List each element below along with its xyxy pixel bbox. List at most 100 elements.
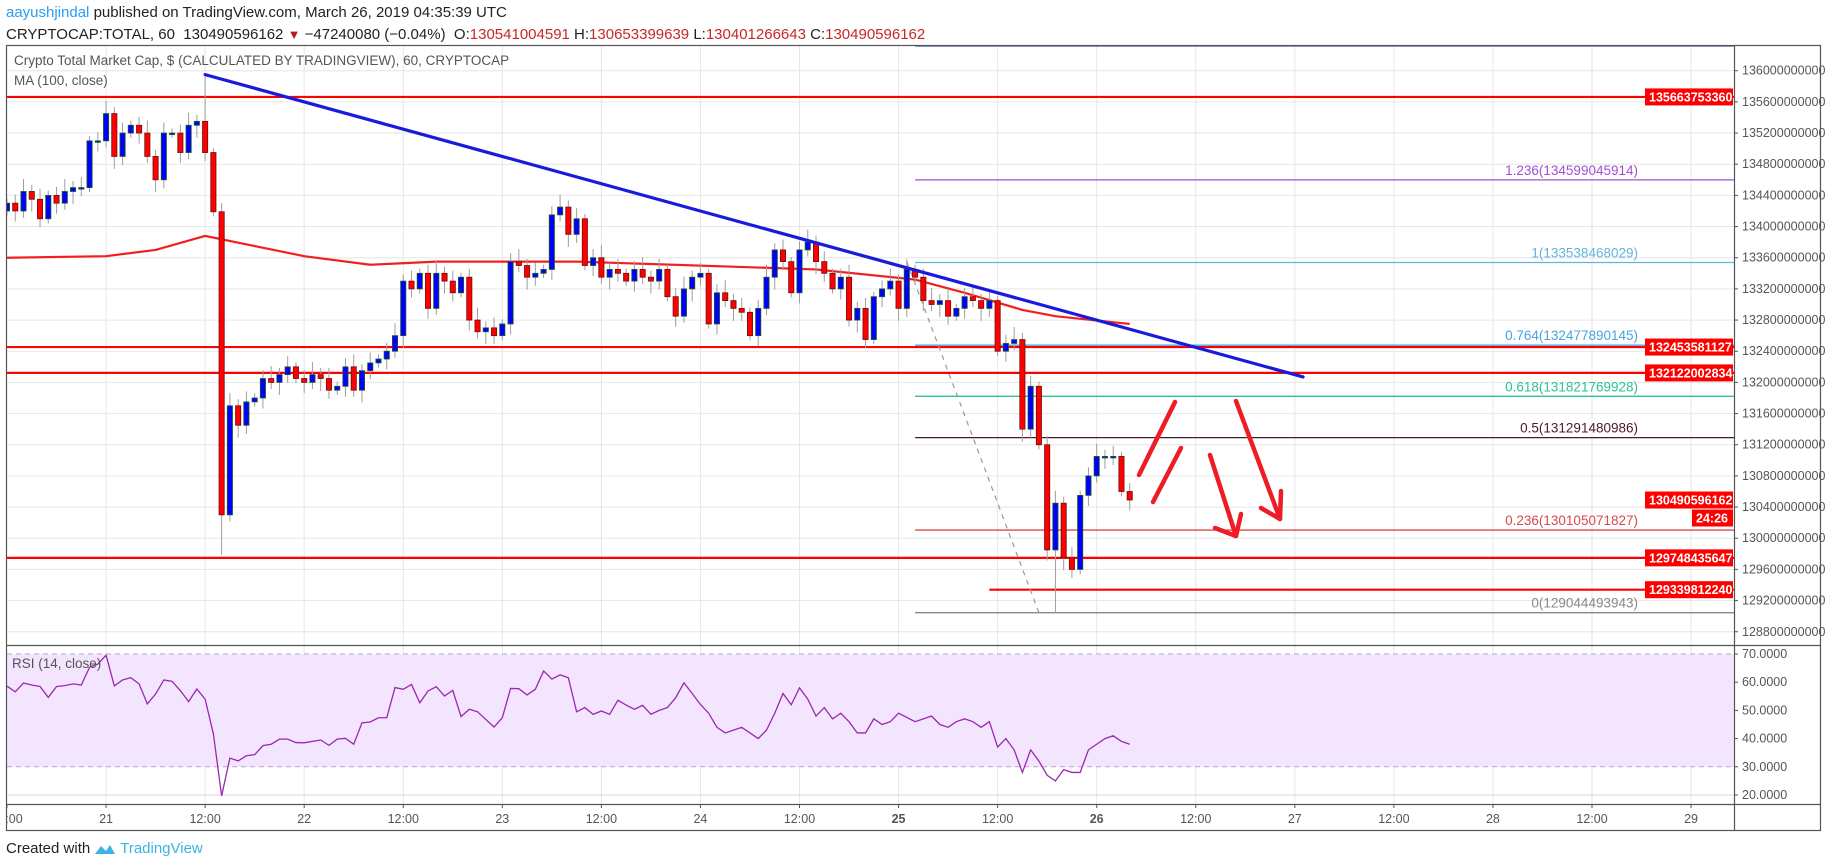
candle[interactable] bbox=[185, 112, 192, 160]
candle[interactable] bbox=[722, 280, 729, 308]
candle[interactable] bbox=[837, 268, 844, 300]
candle[interactable] bbox=[1060, 496, 1067, 571]
candle[interactable] bbox=[193, 114, 200, 138]
candle[interactable] bbox=[12, 194, 19, 222]
candle[interactable] bbox=[334, 381, 341, 395]
candle[interactable] bbox=[259, 369, 266, 409]
candle[interactable] bbox=[713, 284, 720, 335]
candle[interactable] bbox=[936, 293, 943, 317]
candle[interactable] bbox=[416, 268, 423, 294]
candle[interactable] bbox=[1052, 490, 1059, 613]
candle[interactable] bbox=[573, 208, 580, 243]
candle[interactable] bbox=[796, 241, 803, 304]
candle[interactable] bbox=[433, 260, 440, 315]
candle[interactable] bbox=[1093, 443, 1100, 483]
candle[interactable] bbox=[284, 356, 291, 384]
candle[interactable] bbox=[342, 358, 349, 397]
candle[interactable] bbox=[70, 180, 77, 204]
candle[interactable] bbox=[788, 256, 795, 298]
candle[interactable] bbox=[846, 264, 853, 327]
candle[interactable] bbox=[317, 367, 324, 391]
candle[interactable] bbox=[20, 179, 27, 218]
candle[interactable] bbox=[466, 268, 473, 331]
candle[interactable] bbox=[425, 264, 432, 319]
candle[interactable] bbox=[301, 369, 308, 393]
candle[interactable] bbox=[870, 292, 877, 345]
ma-legend[interactable]: MA (100, close) bbox=[14, 73, 108, 88]
candle[interactable] bbox=[1011, 327, 1018, 351]
candle[interactable] bbox=[705, 268, 712, 329]
candle[interactable] bbox=[169, 128, 176, 138]
candle[interactable] bbox=[268, 366, 275, 390]
candle[interactable] bbox=[383, 342, 390, 370]
candle[interactable] bbox=[532, 262, 539, 286]
candle[interactable] bbox=[482, 321, 489, 345]
candle[interactable] bbox=[202, 74, 209, 162]
candle[interactable] bbox=[738, 297, 745, 321]
candle[interactable] bbox=[672, 288, 679, 327]
candle[interactable] bbox=[590, 249, 597, 277]
candle[interactable] bbox=[945, 290, 952, 325]
candle[interactable] bbox=[697, 262, 704, 286]
candle[interactable] bbox=[28, 184, 35, 212]
candle[interactable] bbox=[614, 258, 621, 282]
candle[interactable] bbox=[548, 206, 555, 280]
candle[interactable] bbox=[771, 243, 778, 290]
candle[interactable] bbox=[251, 393, 258, 407]
candle[interactable] bbox=[119, 122, 126, 165]
candle[interactable] bbox=[1035, 381, 1042, 450]
candle[interactable] bbox=[829, 268, 836, 294]
candle[interactable] bbox=[524, 258, 531, 290]
candle[interactable] bbox=[1110, 445, 1117, 465]
candle[interactable] bbox=[879, 280, 886, 308]
price-pane[interactable]: 1.236(134599045914) 1(133538468029) 0.764(… bbox=[4, 46, 1734, 614]
candle[interactable] bbox=[746, 307, 753, 341]
candle[interactable] bbox=[127, 120, 134, 138]
candle[interactable] bbox=[804, 229, 811, 257]
candle[interactable] bbox=[920, 268, 927, 312]
candle[interactable] bbox=[458, 272, 465, 298]
candle[interactable] bbox=[969, 284, 976, 308]
candle[interactable] bbox=[4, 198, 10, 216]
candle[interactable] bbox=[565, 200, 572, 247]
candle[interactable] bbox=[276, 367, 283, 395]
candle[interactable] bbox=[37, 188, 44, 228]
candle[interactable] bbox=[292, 362, 299, 384]
candle[interactable] bbox=[623, 268, 630, 286]
descending-trendline[interactable] bbox=[203, 73, 1305, 379]
candle[interactable] bbox=[953, 303, 960, 321]
candle[interactable] bbox=[449, 270, 456, 302]
candle[interactable] bbox=[1027, 375, 1034, 438]
rsi-legend[interactable]: RSI (14, close) bbox=[12, 656, 101, 671]
candle[interactable] bbox=[730, 293, 737, 321]
author-link[interactable]: aayushjindal bbox=[6, 4, 90, 21]
candle[interactable] bbox=[325, 367, 332, 399]
candle[interactable] bbox=[499, 319, 506, 341]
candle[interactable] bbox=[86, 136, 93, 193]
candle[interactable] bbox=[763, 264, 770, 315]
candle[interactable] bbox=[375, 354, 382, 368]
candle[interactable] bbox=[557, 194, 564, 222]
candle[interactable] bbox=[598, 245, 605, 284]
candle[interactable] bbox=[177, 124, 184, 164]
candle[interactable] bbox=[779, 239, 786, 271]
candle[interactable] bbox=[1101, 449, 1108, 469]
candle[interactable] bbox=[1068, 547, 1075, 578]
candle[interactable] bbox=[986, 290, 993, 317]
candle[interactable] bbox=[45, 190, 52, 224]
candle[interactable] bbox=[755, 299, 762, 347]
candle[interactable] bbox=[78, 177, 85, 197]
candle[interactable] bbox=[367, 352, 374, 380]
candle[interactable] bbox=[821, 251, 828, 282]
candle[interactable] bbox=[1019, 332, 1026, 442]
candle[interactable] bbox=[639, 256, 646, 284]
candle[interactable] bbox=[647, 270, 654, 294]
candle[interactable] bbox=[474, 307, 481, 339]
candle[interactable] bbox=[515, 249, 522, 273]
time-axis[interactable]: 12:00 21 12:00 22 12:00 23 12:00 24 12:00 25 12:00… bbox=[0, 804, 1698, 826]
price-axis[interactable]: 136000000000 135600000000 135200000000 1348… bbox=[1734, 64, 1825, 639]
candle[interactable] bbox=[656, 258, 663, 290]
candle[interactable] bbox=[1044, 436, 1051, 561]
candle[interactable] bbox=[136, 116, 143, 144]
candle[interactable] bbox=[961, 288, 968, 319]
